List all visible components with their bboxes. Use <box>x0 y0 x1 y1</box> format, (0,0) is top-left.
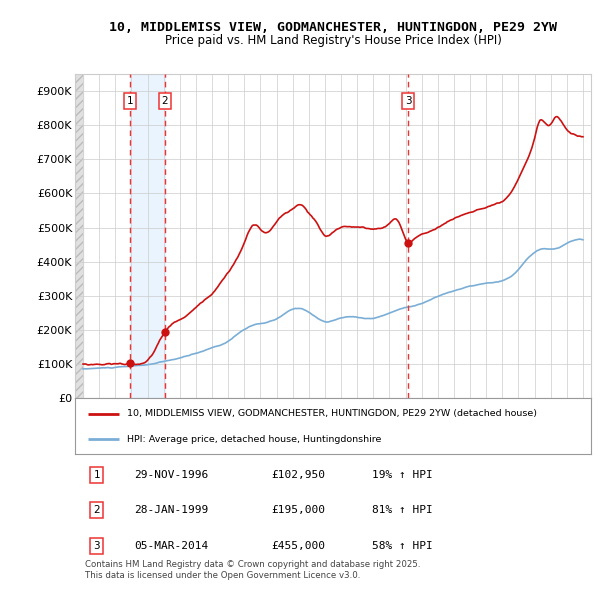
Text: 1: 1 <box>94 470 100 480</box>
Text: 58% ↑ HPI: 58% ↑ HPI <box>372 540 433 550</box>
Text: 81% ↑ HPI: 81% ↑ HPI <box>372 505 433 515</box>
Text: 2: 2 <box>161 96 168 106</box>
Text: 2: 2 <box>94 505 100 515</box>
Text: 29-NOV-1996: 29-NOV-1996 <box>134 470 209 480</box>
Text: 10, MIDDLEMISS VIEW, GODMANCHESTER, HUNTINGDON, PE29 2YW (detached house): 10, MIDDLEMISS VIEW, GODMANCHESTER, HUNT… <box>127 409 536 418</box>
Text: 3: 3 <box>94 540 100 550</box>
Text: £455,000: £455,000 <box>271 540 325 550</box>
Text: 28-JAN-1999: 28-JAN-1999 <box>134 505 209 515</box>
Text: £195,000: £195,000 <box>271 505 325 515</box>
Text: 19% ↑ HPI: 19% ↑ HPI <box>372 470 433 480</box>
Text: 05-MAR-2014: 05-MAR-2014 <box>134 540 209 550</box>
Text: 10, MIDDLEMISS VIEW, GODMANCHESTER, HUNTINGDON, PE29 2YW: 10, MIDDLEMISS VIEW, GODMANCHESTER, HUNT… <box>109 21 557 34</box>
Text: £102,950: £102,950 <box>271 470 325 480</box>
Text: Price paid vs. HM Land Registry's House Price Index (HPI): Price paid vs. HM Land Registry's House … <box>164 34 502 47</box>
Bar <box>130 74 165 398</box>
Text: HPI: Average price, detached house, Huntingdonshire: HPI: Average price, detached house, Hunt… <box>127 435 381 444</box>
Bar <box>75 74 83 398</box>
Text: 1: 1 <box>127 96 133 106</box>
Text: 3: 3 <box>405 96 412 106</box>
Text: Contains HM Land Registry data © Crown copyright and database right 2025.
This d: Contains HM Land Registry data © Crown c… <box>85 560 421 580</box>
